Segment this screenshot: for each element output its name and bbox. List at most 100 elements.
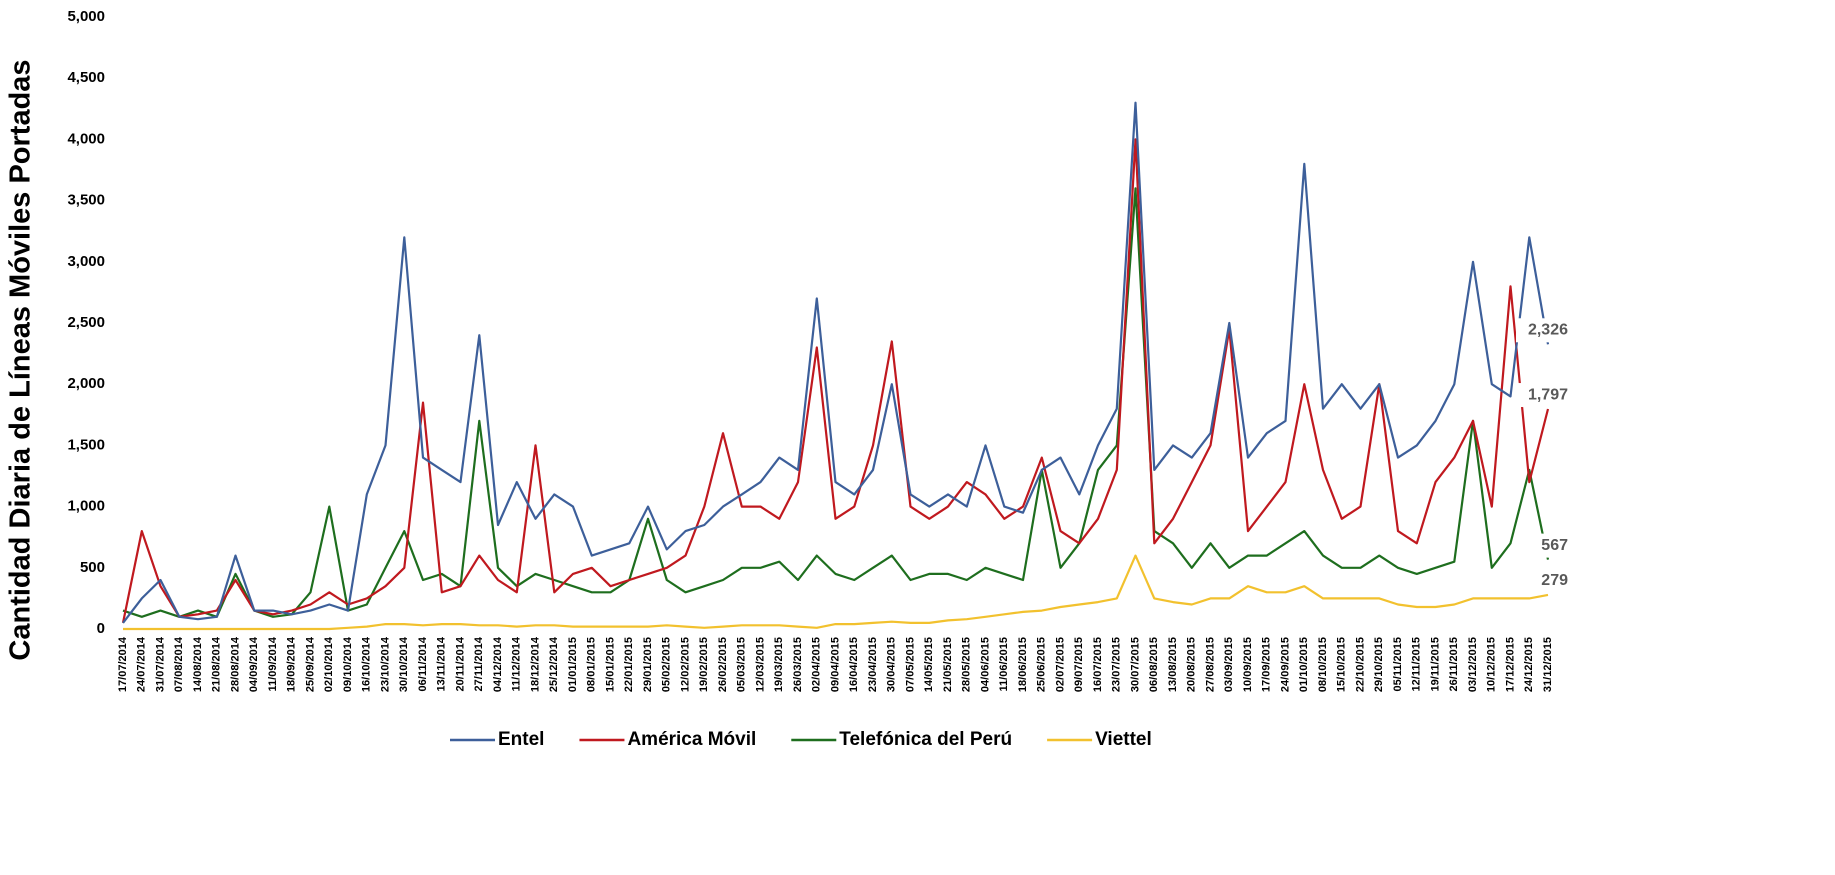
x-tick-label: 25/09/2014: [304, 636, 316, 692]
y-tick-label: 2,000: [67, 375, 105, 392]
x-tick-label: 13/11/2014: [436, 636, 448, 691]
x-tick-label: 27/11/2014: [473, 636, 485, 691]
x-tick-label: 08/10/2015: [1317, 637, 1329, 692]
x-tick-label: 18/06/2015: [1017, 637, 1029, 692]
label-bg: [1516, 533, 1570, 558]
x-tick-label: 21/08/2014: [211, 636, 223, 692]
legend-label: América Móvil: [627, 729, 756, 750]
x-tick-label: 16/07/2015: [1092, 637, 1104, 692]
x-tick-label: 11/12/2014: [511, 636, 523, 691]
x-tick-label: 15/01/2015: [604, 637, 616, 692]
x-tick-label: 19/03/2015: [773, 637, 785, 692]
x-tick-label: 01/10/2015: [1298, 637, 1310, 692]
x-tick-label: 13/08/2015: [1167, 637, 1179, 692]
x-tick-label: 30/04/2015: [886, 637, 898, 692]
x-tick-label: 31/12/2015: [1542, 637, 1554, 692]
data-label: 567: [1541, 537, 1568, 554]
x-tick-label: 24/12/2015: [1523, 637, 1535, 692]
x-tick-label: 05/02/2015: [661, 637, 673, 692]
x-tick-label: 06/11/2014: [417, 636, 429, 691]
y-axis-title: Cantidad Diaria de Líneas Móviles Portad…: [5, 59, 37, 660]
x-tick-label: 28/08/2014: [229, 636, 241, 692]
x-tick-label: 05/11/2015: [1392, 637, 1404, 691]
x-tick-label: 09/04/2015: [829, 637, 841, 692]
x-tick-label: 23/07/2015: [1111, 637, 1123, 692]
series-line: [121, 138, 1550, 624]
x-tick-label: 05/03/2015: [736, 637, 748, 692]
x-tick-label: 01/01/2015: [567, 637, 579, 692]
data-label: 2,326: [1528, 322, 1568, 339]
label-bg: [1516, 318, 1570, 343]
x-tick-label: 26/03/2015: [792, 637, 804, 692]
y-tick-label: 3,000: [67, 253, 105, 270]
y-tick-label: 500: [80, 559, 105, 576]
x-tick-label: 31/07/2014: [154, 636, 166, 692]
x-tick-label: 17/12/2015: [1504, 637, 1516, 692]
x-tick-label: 02/10/2014: [323, 636, 335, 692]
x-tick-label: 06/08/2015: [1148, 637, 1160, 692]
x-tick-label: 17/07/2014: [117, 636, 129, 692]
x-tick-label: 22/01/2015: [623, 637, 635, 692]
x-tick-label: 27/08/2015: [1204, 637, 1216, 692]
x-tick-label: 24/07/2014: [136, 636, 148, 692]
x-tick-label: 10/12/2015: [1486, 637, 1498, 692]
x-tick-label: 04/06/2015: [979, 637, 991, 692]
y-tick-label: 1,500: [67, 436, 105, 453]
x-tick-label: 17/09/2015: [1261, 637, 1273, 692]
x-tick-label: 26/11/2015: [1448, 637, 1460, 691]
x-tick-label: 23/04/2015: [867, 637, 879, 692]
x-tick-label: 30/07/2015: [1129, 637, 1141, 692]
x-tick-label: 20/08/2015: [1186, 637, 1198, 692]
x-tick-label: 12/02/2015: [679, 637, 691, 692]
x-tick-label: 15/10/2015: [1336, 637, 1348, 692]
label-bg: [1516, 383, 1570, 408]
x-tick-label: 11/06/2015: [998, 637, 1010, 691]
y-tick-label: 4,000: [67, 130, 105, 147]
data-label: 1,797: [1528, 386, 1568, 403]
x-tick-label: 04/09/2014: [248, 636, 260, 692]
x-tick-label: 22/10/2015: [1354, 637, 1366, 692]
x-tick-label: 14/08/2014: [192, 636, 204, 692]
x-tick-label: 18/09/2014: [286, 636, 298, 692]
legend-label: Entel: [498, 729, 544, 750]
x-tick-label: 03/09/2015: [1223, 637, 1235, 692]
x-tick-label: 24/09/2015: [1279, 637, 1291, 692]
x-tick-label: 25/12/2014: [548, 636, 560, 692]
y-tick-label: 0: [97, 620, 105, 637]
y-tick-label: 1,000: [67, 498, 105, 515]
x-tick-label: 10/09/2015: [1242, 637, 1254, 692]
legend-label: Viettel: [1095, 729, 1152, 750]
x-tick-label: 26/02/2015: [717, 637, 729, 692]
y-tick-label: 3,500: [67, 192, 105, 209]
y-tick-label: 2,500: [67, 314, 105, 331]
x-tick-label: 16/04/2015: [848, 637, 860, 692]
x-tick-label: 11/09/2014: [267, 636, 279, 691]
x-tick-label: 02/07/2015: [1054, 637, 1066, 692]
x-tick-label: 20/11/2014: [454, 636, 466, 691]
x-tick-label: 25/06/2015: [1036, 637, 1048, 692]
x-tick-label: 09/10/2014: [342, 636, 354, 692]
x-tick-label: 07/05/2015: [904, 637, 916, 692]
x-tick-label: 02/04/2015: [811, 637, 823, 692]
x-tick-label: 19/02/2015: [698, 637, 710, 692]
x-tick-label: 12/11/2015: [1411, 637, 1423, 691]
x-tick-label: 21/05/2015: [942, 637, 954, 692]
x-tick-label: 19/11/2015: [1429, 637, 1441, 691]
label-bg: [1516, 568, 1570, 593]
x-tick-label: 29/01/2015: [642, 637, 654, 692]
series-line: [122, 101, 1550, 624]
x-tick-label: 04/12/2014: [492, 636, 504, 692]
x-tick-label: 09/07/2015: [1073, 637, 1085, 692]
x-tick-label: 08/01/2015: [586, 637, 598, 692]
series-line: [123, 554, 1549, 631]
x-tick-label: 07/08/2014: [173, 636, 185, 692]
series-line: [122, 187, 1550, 618]
x-tick-label: 29/10/2015: [1373, 637, 1385, 692]
y-tick-label: 4,500: [67, 69, 105, 86]
y-tick-label: 5,000: [67, 8, 105, 25]
x-tick-label: 30/10/2014: [398, 636, 410, 692]
x-tick-label: 23/10/2014: [379, 636, 391, 692]
data-label: 279: [1541, 572, 1568, 589]
legend-label: Telefónica del Perú: [839, 729, 1012, 750]
